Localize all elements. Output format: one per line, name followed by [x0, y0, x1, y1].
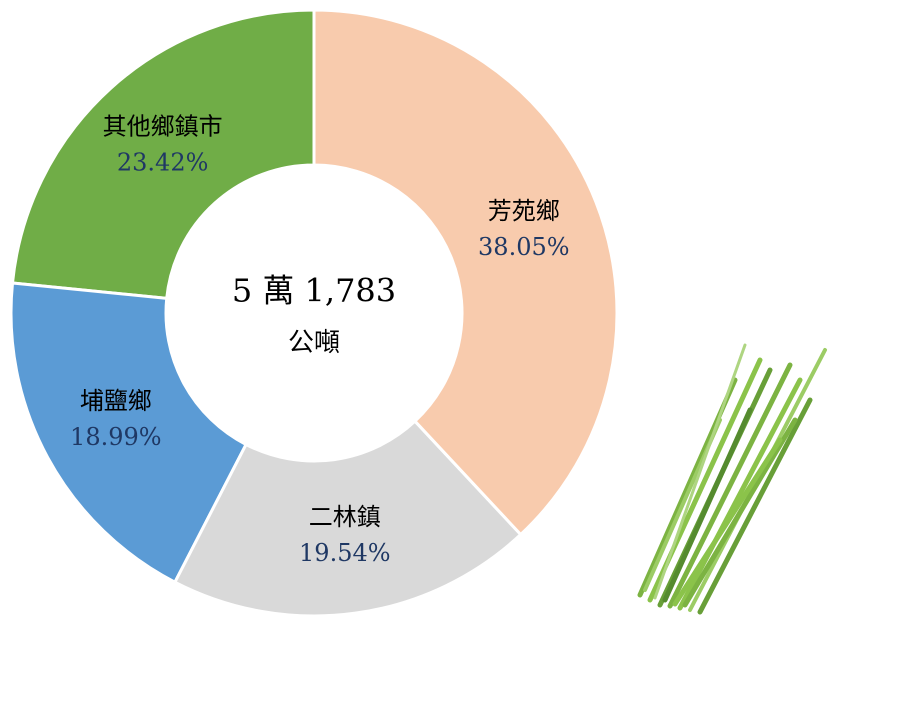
donut-slice — [172, 419, 523, 618]
slice-name: 其他鄉鎮市 — [103, 112, 223, 140]
donut-slice — [9, 281, 249, 585]
slice-value-label: 23.42% — [117, 148, 209, 176]
slice-value-label: 38.05% — [478, 233, 570, 261]
donut-slice — [312, 8, 619, 537]
center-total: 5 萬 1,783 — [232, 272, 396, 310]
slice-name: 二林鎮 — [309, 503, 381, 531]
center-unit: 公噸 — [288, 328, 340, 358]
slice-value-label: 19.54% — [299, 539, 391, 567]
slice-name: 埔鹽鄉 — [80, 387, 152, 415]
slice-value-label: 18.99% — [70, 423, 162, 451]
slice-name: 芳苑鄉 — [488, 197, 560, 225]
donut-slice — [10, 8, 316, 300]
leek-photo — [637, 343, 827, 615]
